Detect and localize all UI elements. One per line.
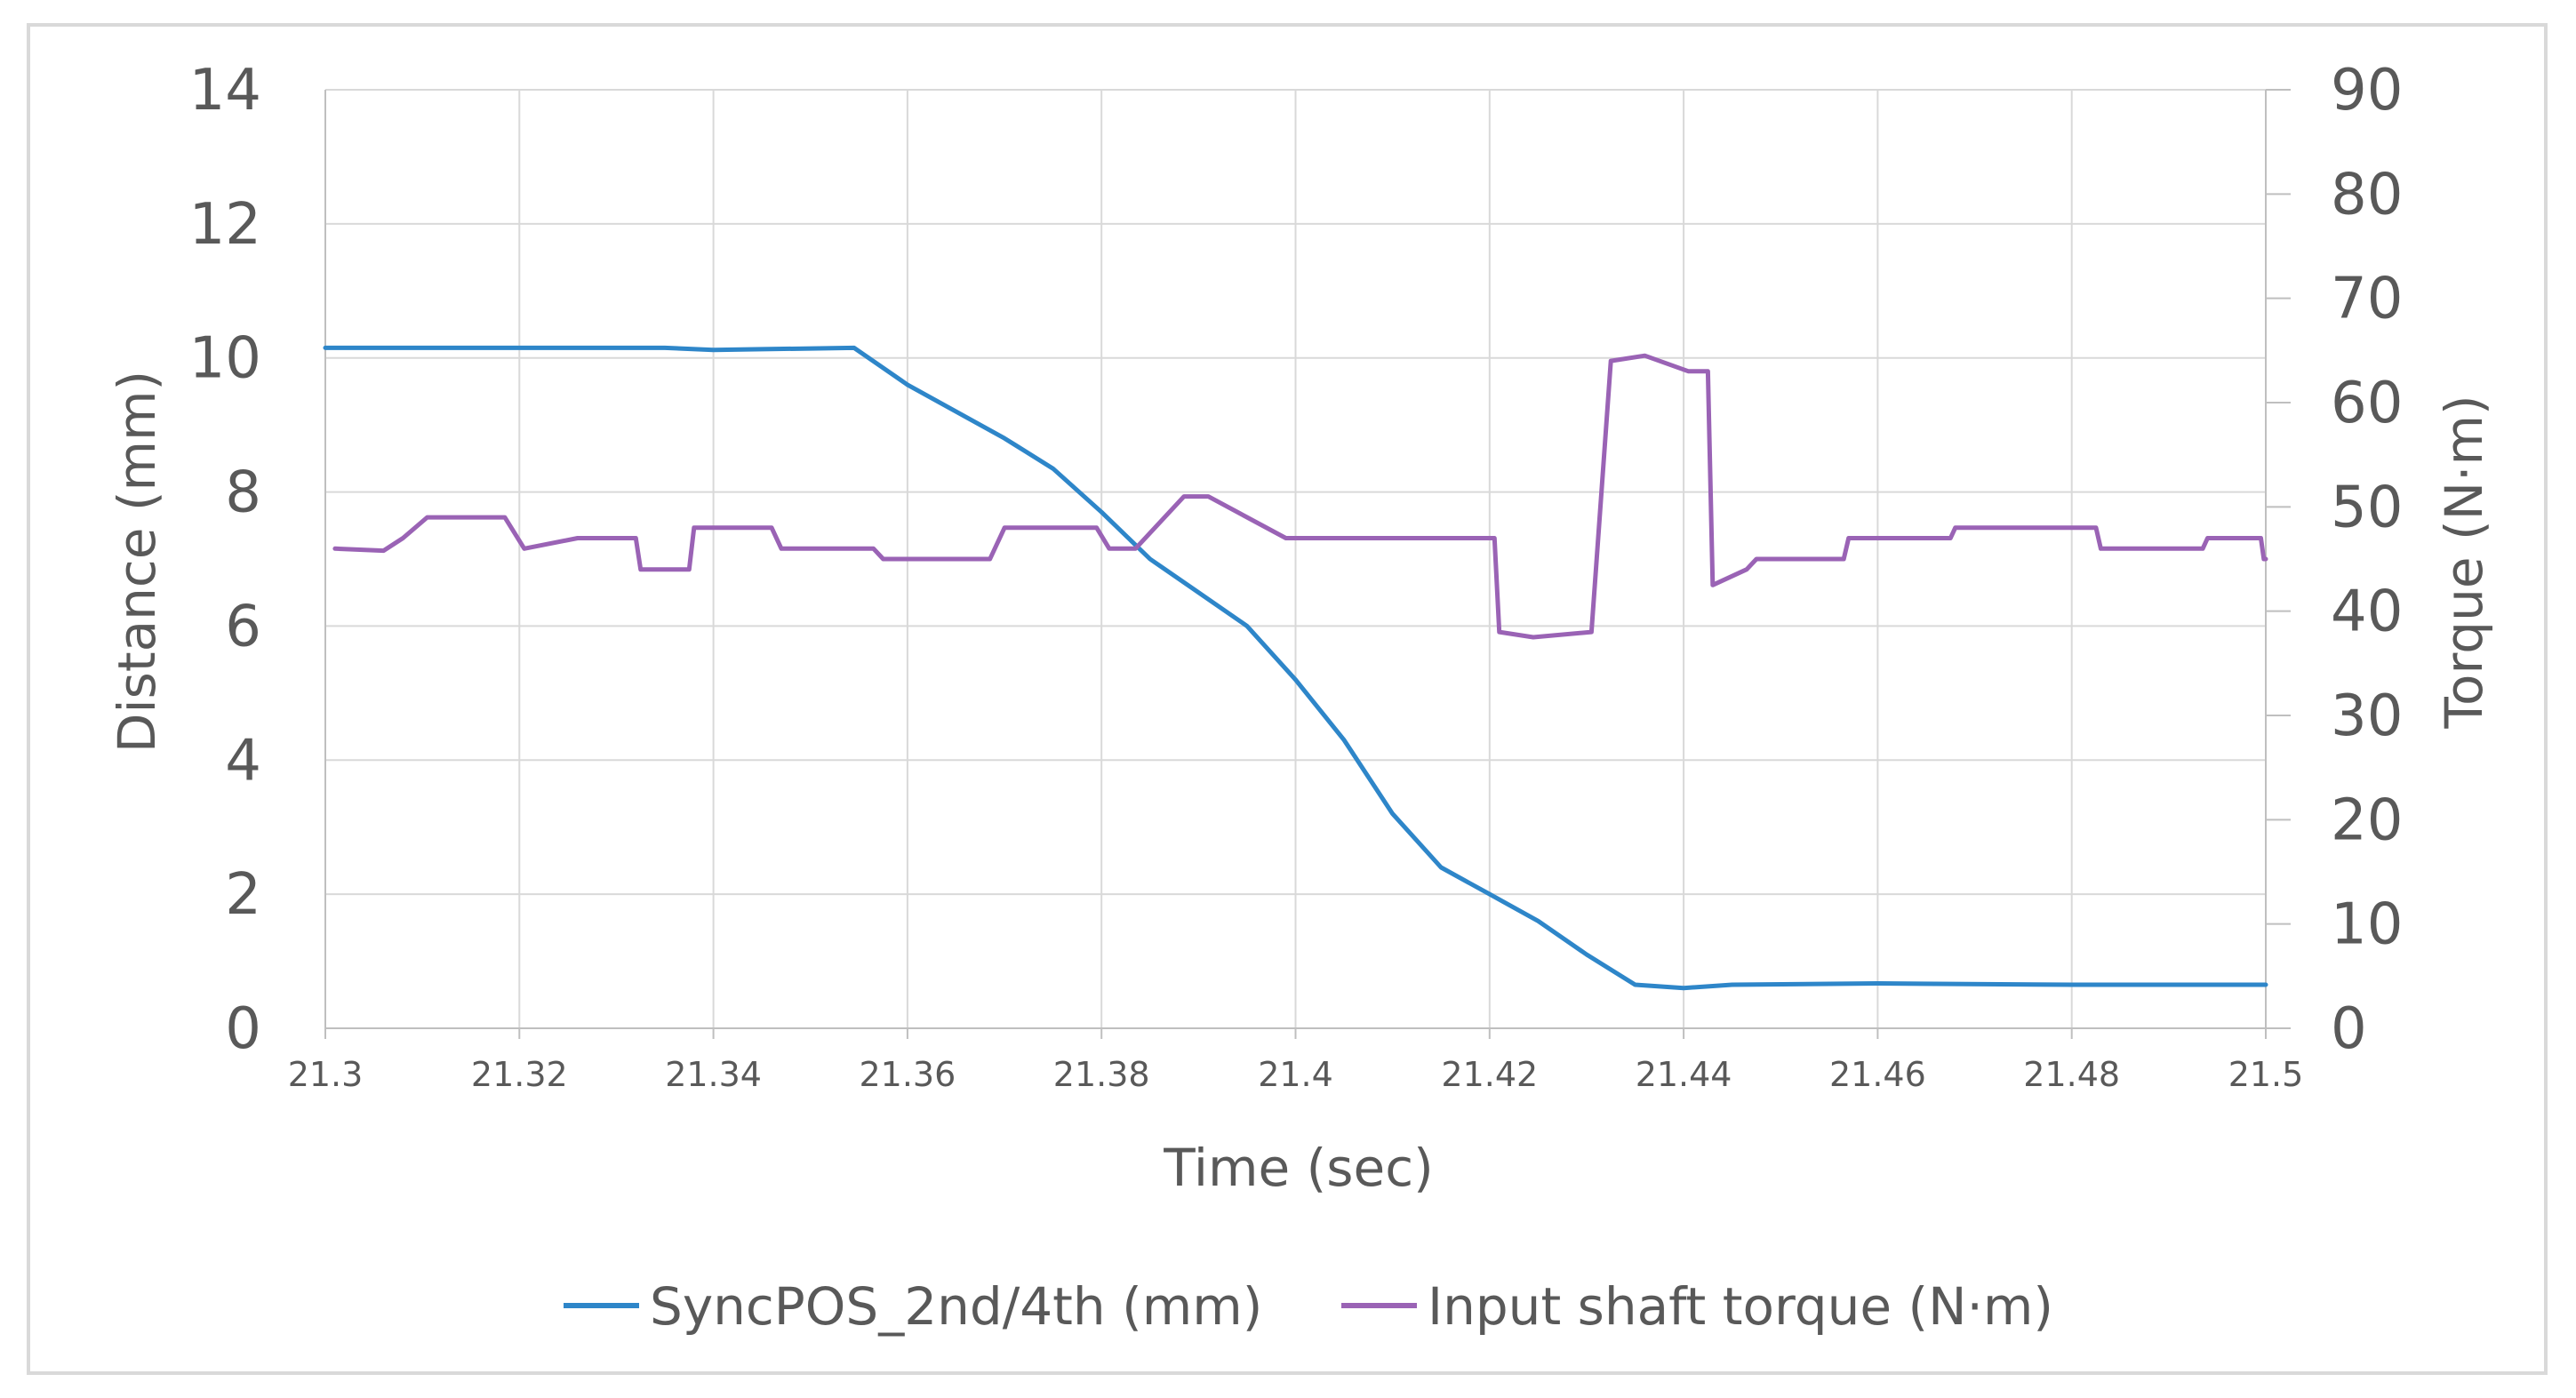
legend: SyncPOS_2nd/4th (mm) Input shaft torque … xyxy=(564,1276,2053,1337)
x-tick-label: 21.36 xyxy=(860,1055,956,1094)
x-tick-label: 21.42 xyxy=(1441,1055,1538,1094)
y2-tick-label: 50 xyxy=(2331,475,2403,540)
x-tick-label: 21.34 xyxy=(665,1055,762,1094)
series-layer xyxy=(323,345,2268,991)
y2-tick-label: 10 xyxy=(2331,892,2403,958)
y2-tick-label: 90 xyxy=(2331,58,2403,124)
y2-tick-label: 80 xyxy=(2331,162,2403,228)
x-tick-label: 21.32 xyxy=(471,1055,568,1094)
x-tick-label: 21.5 xyxy=(2228,1055,2304,1094)
y-tick-label: 12 xyxy=(189,192,261,258)
x-tick-label: 21.4 xyxy=(1258,1055,1333,1094)
legend-label-torque: Input shaft torque (N·m) xyxy=(1428,1276,2053,1337)
x-tick-label: 21.38 xyxy=(1053,1055,1150,1094)
y2-tick-label: 60 xyxy=(2331,371,2403,436)
y2-axis-title: Torque (N·m) xyxy=(2434,395,2494,729)
axes-layer xyxy=(324,89,2291,1039)
y2-tick-label: 40 xyxy=(2331,579,2403,645)
y2-tick-label: 30 xyxy=(2331,683,2403,749)
x-tick-label: 21.3 xyxy=(288,1055,364,1094)
series-line-syncpos xyxy=(323,345,2268,991)
y2-tick-label: 70 xyxy=(2331,267,2403,332)
y-tick-label: 10 xyxy=(189,326,261,392)
y-tick-label: 0 xyxy=(225,996,261,1062)
y-tick-label: 6 xyxy=(225,594,261,659)
x-tick-label: 21.46 xyxy=(1829,1055,1926,1094)
y-tick-label: 2 xyxy=(225,862,261,928)
y2-tick-label: 0 xyxy=(2331,996,2367,1062)
y-axis-title: Distance (mm) xyxy=(107,371,167,753)
legend-label-syncpos: SyncPOS_2nd/4th (mm) xyxy=(650,1276,1262,1337)
series-line-torque xyxy=(332,353,2268,640)
y2-tick-label: 20 xyxy=(2331,787,2403,853)
x-axis-title: Time (sec) xyxy=(1163,1138,1433,1198)
y-tick-label: 8 xyxy=(225,460,261,526)
y-tick-label: 14 xyxy=(189,58,261,124)
chart-frame: 0 2 4 6 8 10 12 14 21.3 21.32 21.34 21.36 21.38 21.4 2… xyxy=(27,23,2548,1375)
x-tick-label: 21.44 xyxy=(1636,1055,1732,1094)
y-tick-label: 4 xyxy=(225,728,261,794)
grid-layer xyxy=(325,89,2267,1028)
x-tick-label: 21.48 xyxy=(2023,1055,2120,1094)
